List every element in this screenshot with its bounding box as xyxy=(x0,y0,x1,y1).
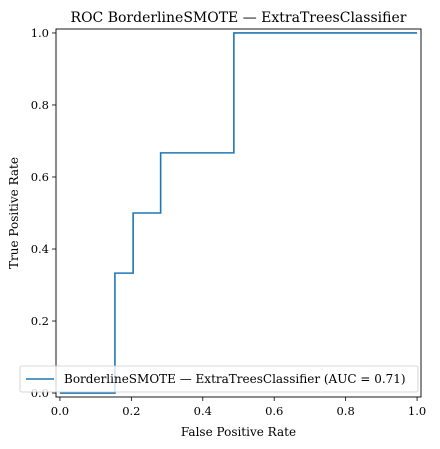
legend-box xyxy=(19,365,419,393)
y-tick-label: 0.6 xyxy=(31,170,49,184)
y-axis-label: True Positive Rate xyxy=(7,157,21,269)
x-tick-label: 1.0 xyxy=(408,404,426,418)
y-tick-label: 1.0 xyxy=(31,26,49,40)
x-tick-label: 0.4 xyxy=(194,404,212,418)
y-tick-label: 0.4 xyxy=(31,242,49,256)
series-layer xyxy=(59,32,418,394)
x-tick-label: 0.0 xyxy=(51,404,69,418)
x-tick-label: 0.2 xyxy=(122,404,140,418)
x-axis-label: False Positive Rate xyxy=(181,425,296,439)
x-tick-label: 0.8 xyxy=(336,404,354,418)
y-tick-label: 0.2 xyxy=(31,314,49,328)
x-axis: 0.0 0.2 0.4 0.6 0.8 1.0 xyxy=(51,397,426,418)
y-tick-label: 0.8 xyxy=(31,98,49,112)
plot-area xyxy=(55,28,422,398)
legend-label: BorderlineSMOTE — ExtraTreesClassifier (… xyxy=(64,372,406,386)
x-tick-label: 0.6 xyxy=(265,404,283,418)
y-axis: 0.00.20.40.60.81.0 xyxy=(31,26,56,400)
chart-title: ROC BorderlineSMOTE — ExtraTreesClassifi… xyxy=(71,10,407,26)
legend: BorderlineSMOTE — ExtraTreesClassifier (… xyxy=(19,365,419,393)
roc-curve-line xyxy=(59,32,418,394)
